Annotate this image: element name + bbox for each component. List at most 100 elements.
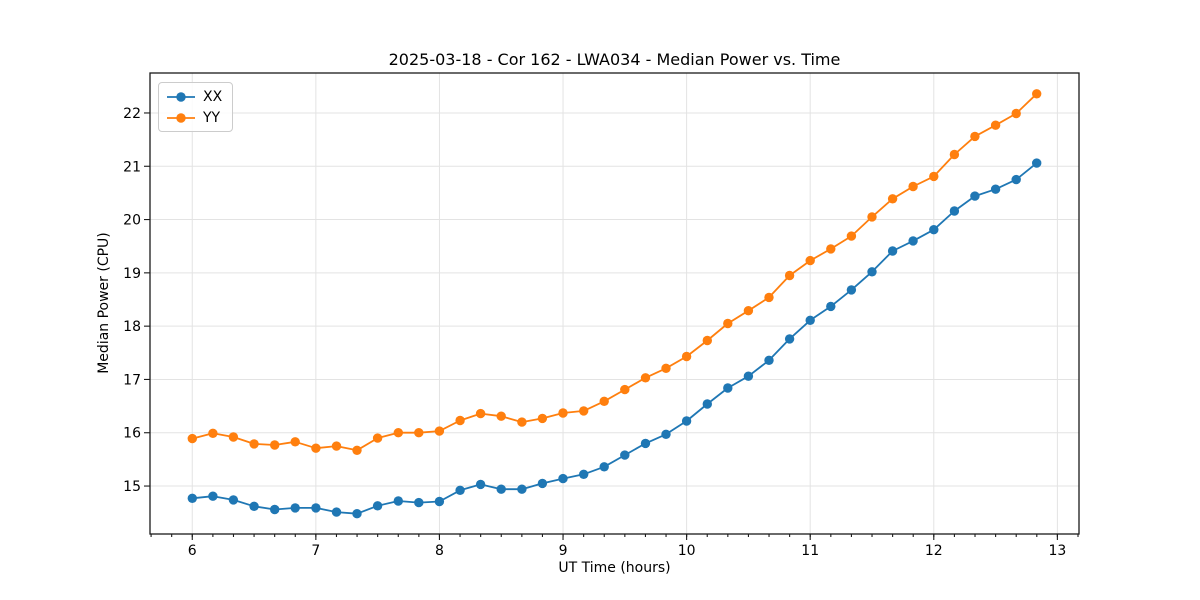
data-point-marker — [949, 149, 960, 160]
axes-frame — [149, 72, 1080, 535]
data-point-marker — [290, 503, 300, 513]
y-tick-label: 15 — [123, 479, 141, 495]
legend: XX YY — [158, 82, 234, 132]
y-tick-label: 20 — [123, 213, 141, 229]
data-point-marker — [723, 383, 733, 393]
data-point-marker — [990, 120, 1001, 130]
data-point-marker — [661, 429, 671, 439]
data-point-marker — [784, 334, 795, 344]
data-point-marker — [187, 493, 197, 503]
data-point-marker — [764, 292, 774, 303]
data-point-marker — [249, 439, 259, 449]
data-point-marker — [640, 373, 651, 383]
data-point-marker — [208, 491, 218, 501]
x-tick-label: 6 — [188, 543, 197, 559]
data-point-marker — [640, 438, 651, 449]
series-xx — [187, 158, 1042, 519]
legend-entry-xx: XX — [166, 87, 222, 106]
series-line-yy — [191, 92, 1038, 452]
data-point-marker — [558, 473, 568, 484]
data-point-marker — [249, 501, 259, 511]
data-point-marker — [517, 484, 527, 494]
data-point-marker — [331, 441, 342, 451]
ticks — [144, 112, 1079, 540]
data-point-marker — [908, 181, 918, 192]
data-point-marker — [270, 440, 280, 450]
data-point-marker — [517, 417, 527, 427]
y-tick-label: 16 — [123, 426, 141, 442]
data-point-marker — [228, 432, 239, 442]
data-point-marker — [702, 399, 712, 409]
data-point-marker — [270, 504, 280, 515]
data-point-marker — [784, 270, 795, 281]
data-point-marker — [681, 416, 692, 426]
data-point-marker — [1011, 174, 1021, 185]
data-point-marker — [537, 478, 548, 489]
data-point-marker — [908, 236, 918, 246]
data-point-marker — [887, 246, 898, 256]
data-point-marker — [990, 184, 1001, 194]
data-point-marker — [970, 131, 980, 142]
data-point-marker — [661, 363, 671, 373]
series-line-xx — [191, 162, 1038, 515]
data-point-marker — [929, 225, 939, 235]
legend-swatch-yy-icon — [167, 112, 195, 123]
x-tick-label: 7 — [311, 543, 320, 559]
x-axis-label: UT Time (hours) — [558, 560, 671, 576]
data-point-marker — [372, 433, 383, 443]
data-point-marker — [475, 408, 486, 419]
data-point-marker — [970, 191, 980, 201]
data-point-marker — [1011, 108, 1021, 119]
data-point-marker — [311, 503, 321, 513]
data-point-marker — [1032, 89, 1042, 99]
data-point-marker — [414, 428, 424, 438]
data-point-marker — [846, 231, 857, 241]
data-point-marker — [887, 194, 898, 204]
chart-title: 2025-03-18 - Cor 162 - LWA034 - Median P… — [388, 50, 841, 69]
legend-label-yy: YY — [203, 109, 221, 126]
data-point-marker — [826, 244, 836, 254]
data-point-marker — [434, 426, 445, 436]
data-point-marker — [228, 495, 239, 505]
x-tick-label: 9 — [559, 543, 568, 559]
data-point-marker — [743, 371, 754, 381]
data-point-marker — [455, 485, 465, 495]
data-point-marker — [723, 318, 733, 329]
tick-labels: 6 7 8 9 10 11 12 13 15 16 17 18 19 20 21 22 — [123, 106, 1066, 559]
data-point-marker — [434, 496, 445, 507]
data-point-marker — [579, 469, 589, 479]
data-point-marker — [393, 428, 403, 438]
x-tick-label: 12 — [925, 543, 943, 559]
data-point-marker — [620, 384, 630, 395]
y-tick-label: 18 — [123, 319, 141, 335]
data-point-marker — [743, 306, 754, 316]
data-point-marker — [867, 267, 877, 277]
data-point-marker — [187, 433, 197, 444]
data-point-marker — [681, 351, 692, 362]
data-point-marker — [393, 496, 403, 506]
grid — [150, 73, 1079, 534]
legend-label-xx: XX — [203, 88, 223, 105]
data-point-marker — [414, 497, 424, 508]
y-tick-label: 22 — [123, 106, 141, 122]
data-point-marker — [826, 301, 836, 312]
legend-entry-yy: YY — [166, 108, 222, 127]
data-point-marker — [846, 285, 857, 295]
data-point-marker — [949, 206, 960, 216]
y-tick-label: 19 — [123, 266, 141, 282]
data-point-marker — [805, 315, 815, 325]
x-tick-label: 10 — [678, 543, 696, 559]
data-point-marker — [331, 507, 342, 517]
data-point-marker — [620, 450, 630, 460]
data-point-marker — [352, 509, 362, 519]
data-point-marker — [352, 445, 362, 455]
y-axis-label: Median Power (CPU) — [96, 232, 112, 374]
data-point-marker — [455, 415, 465, 426]
data-point-marker — [929, 171, 939, 182]
data-point-marker — [805, 255, 815, 266]
data-point-marker — [311, 443, 321, 453]
data-point-marker — [867, 212, 877, 222]
data-point-marker — [579, 406, 589, 416]
data-point-marker — [290, 437, 300, 447]
